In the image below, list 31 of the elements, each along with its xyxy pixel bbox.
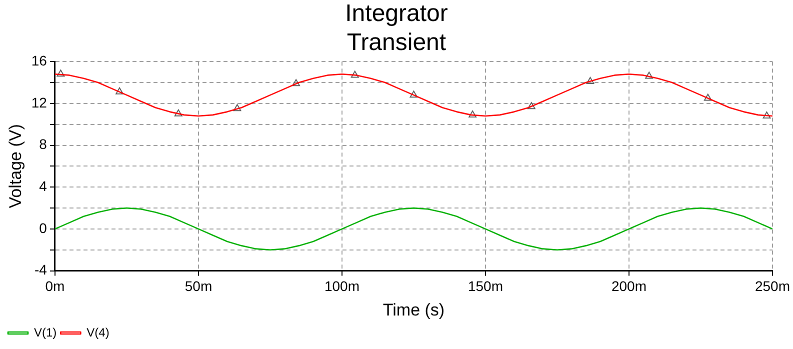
- point: [645, 72, 654, 79]
- point: [586, 76, 594, 84]
- y-tick-label: 12: [31, 94, 48, 110]
- point: [527, 102, 536, 110]
- point: [116, 87, 124, 94]
- x-tick-label: 100m: [324, 278, 360, 294]
- x-axis-title: Time (s): [382, 300, 445, 320]
- y-tick-label: 4: [39, 178, 48, 194]
- point: [410, 90, 418, 98]
- x-tick-label: 150m: [468, 278, 503, 294]
- chart-title: Integrator: [345, 0, 448, 28]
- y-tick-label: 8: [39, 136, 48, 152]
- y-tick-label: -4: [34, 262, 48, 278]
- y-tick-label: 16: [31, 52, 48, 68]
- point: [56, 70, 65, 77]
- x-tick-label: 0m: [45, 278, 65, 294]
- y-axis-title: Voltage (V): [6, 124, 25, 208]
- x-tick-label: 200m: [611, 278, 646, 294]
- legend-label: V(1): [34, 325, 57, 340]
- point: [292, 79, 300, 86]
- chart-subtitle: Transient: [346, 28, 446, 56]
- x-tick-label: 250m: [754, 278, 790, 294]
- point: [704, 94, 712, 101]
- point: [762, 111, 771, 118]
- point: [233, 104, 242, 112]
- point: [468, 110, 477, 118]
- point: [174, 109, 182, 116]
- legend-label: V(4): [86, 325, 110, 340]
- y-tick-label: 0: [39, 220, 48, 236]
- point: [350, 70, 359, 78]
- x-tick-label: 50m: [184, 278, 212, 294]
